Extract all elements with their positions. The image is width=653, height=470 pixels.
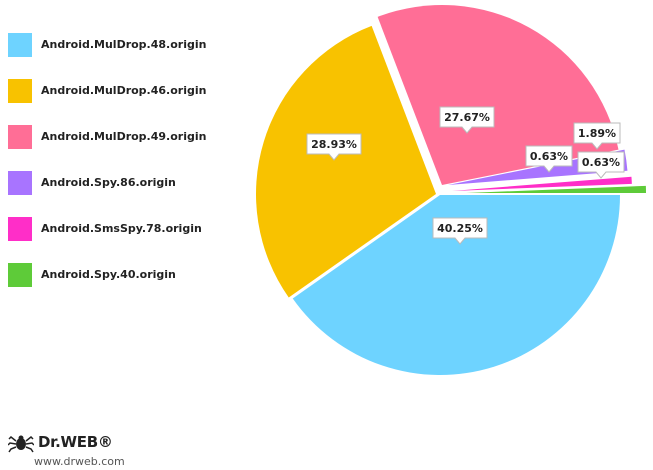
legend-label: Android.MulDrop.49.origin	[41, 130, 207, 143]
pie-slice	[377, 5, 619, 185]
data-label: 1.89%	[573, 122, 621, 150]
brand-name: Dr.WEB®	[38, 433, 113, 451]
legend-item: Android.MulDrop.46.origin	[8, 79, 228, 105]
legend-item: Android.SmsSpy.78.origin	[8, 217, 228, 243]
legend-swatch	[8, 79, 32, 103]
data-label: 27.67%	[439, 106, 495, 134]
svg-text:0.63%: 0.63%	[582, 156, 620, 169]
data-label: 40.25%	[432, 217, 488, 245]
data-label: 0.63%	[525, 145, 573, 173]
pie-slice	[452, 176, 632, 191]
svg-text:0.63%: 0.63%	[530, 150, 568, 163]
legend-label: Android.Spy.86.origin	[41, 176, 176, 189]
legend-swatch	[8, 33, 32, 57]
svg-text:28.93%: 28.93%	[311, 138, 357, 151]
spider-icon	[8, 435, 34, 453]
pie-slice	[256, 25, 436, 298]
legend-label: Android.MulDrop.46.origin	[41, 84, 207, 97]
pie-slice	[466, 185, 646, 193]
svg-text:27.67%: 27.67%	[444, 111, 490, 124]
svg-text:40.25%: 40.25%	[437, 222, 483, 235]
legend-label: Android.MulDrop.48.origin	[41, 38, 207, 51]
legend-swatch	[8, 171, 32, 195]
brand-url: www.drweb.com	[34, 455, 125, 468]
legend-swatch	[8, 263, 32, 287]
data-label: 28.93%	[306, 133, 362, 161]
legend-swatch	[8, 217, 32, 241]
data-label: 0.63%	[577, 151, 625, 179]
legend-swatch	[8, 125, 32, 149]
legend-item: Android.MulDrop.49.origin	[8, 125, 228, 151]
legend-label: Android.SmsSpy.78.origin	[41, 222, 202, 235]
svg-text:1.89%: 1.89%	[578, 127, 616, 140]
pie-slice	[292, 195, 620, 375]
legend-item: Android.Spy.40.origin	[8, 263, 228, 289]
legend-item: Android.MulDrop.48.origin	[8, 33, 228, 59]
legend-item: Android.Spy.86.origin	[8, 171, 228, 197]
legend-label: Android.Spy.40.origin	[41, 268, 176, 281]
